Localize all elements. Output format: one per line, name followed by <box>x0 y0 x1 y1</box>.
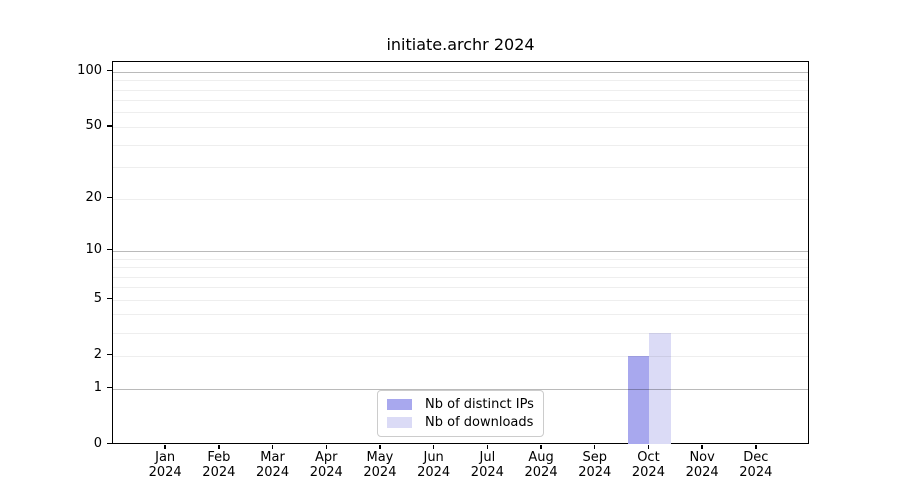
y-tick-label: 100 <box>77 62 102 78</box>
x-tick-label-jul: Jul 2024 <box>470 449 504 480</box>
x-tick-label-apr: Apr 2024 <box>309 449 343 480</box>
bar-downloads-oct <box>649 332 671 445</box>
x-tick-mark-may <box>379 444 381 449</box>
x-tick-mark-aug <box>540 444 542 449</box>
x-tick-label-may: May 2024 <box>363 449 397 480</box>
bar-distinct-ips-oct <box>627 355 650 445</box>
y-gridline-minor <box>113 287 808 289</box>
y-tick-label: 10 <box>85 241 102 257</box>
x-tick-label-jun: Jun 2024 <box>417 449 451 480</box>
y-gridline-minor <box>113 276 808 278</box>
x-tick-mark-jun <box>432 444 435 449</box>
y-gridline-major <box>113 250 808 252</box>
x-tick-mark-nov <box>701 444 703 449</box>
y-tick-mark <box>107 354 112 356</box>
y-gridline-minor <box>113 299 808 301</box>
y-tick-mark <box>107 249 112 251</box>
y-tick-label: 50 <box>85 117 102 133</box>
x-tick-label-feb: Feb 2024 <box>202 449 236 480</box>
legend-label-distinct-ips: Nb of distinct IPs <box>425 397 534 412</box>
x-tick-label-nov: Nov 2024 <box>685 449 719 480</box>
y-gridline-minor <box>113 332 808 334</box>
y-gridline-minor <box>113 80 808 82</box>
legend-swatch-downloads <box>387 417 412 428</box>
x-tick-mark-jan <box>164 444 166 449</box>
y-tick-mark <box>107 125 112 127</box>
y-gridline-minor <box>113 144 808 146</box>
legend: Nb of distinct IPs Nb of downloads <box>377 390 544 437</box>
x-tick-mark-oct <box>647 444 650 449</box>
x-tick-label-oct: Oct 2024 <box>631 449 665 480</box>
x-tick-mark-jul <box>486 444 489 449</box>
y-gridline-minor <box>113 100 808 102</box>
y-tick-mark <box>107 386 112 389</box>
x-tick-mark-apr <box>325 444 327 449</box>
y-gridline-minor <box>113 112 808 114</box>
legend-label-downloads: Nb of downloads <box>425 415 534 430</box>
x-tick-label-mar: Mar 2024 <box>256 449 290 480</box>
y-gridline-minor <box>113 355 808 357</box>
plot-area <box>112 61 809 445</box>
y-gridline-minor <box>113 126 808 128</box>
y-gridline-major <box>113 71 808 73</box>
y-tick-mark <box>107 298 112 300</box>
y-gridline-minor <box>113 267 808 268</box>
x-tick-label-sep: Sep 2024 <box>578 449 612 480</box>
legend-item-distinct-ips: Nb of distinct IPs <box>387 397 534 412</box>
y-tick-label: 2 <box>93 346 102 362</box>
y-tick-label: 1 <box>93 379 102 395</box>
x-tick-label-aug: Aug 2024 <box>524 449 558 480</box>
y-gridline-minor <box>113 198 808 200</box>
y-gridline-minor <box>113 258 808 260</box>
y-tick-mark <box>107 196 112 199</box>
y-gridline-minor <box>113 167 808 169</box>
y-gridline-major <box>113 388 808 390</box>
x-tick-mark-sep <box>594 444 596 449</box>
legend-item-downloads: Nb of downloads <box>387 415 533 430</box>
y-tick-label: 5 <box>93 290 102 306</box>
x-tick-mark-mar <box>271 444 274 449</box>
legend-swatch-distinct-ips <box>387 399 412 410</box>
x-tick-label-dec: Dec 2024 <box>739 449 773 480</box>
chart-title: initiate.archr 2024 <box>386 35 535 54</box>
x-tick-mark-feb <box>218 444 220 449</box>
y-gridline-minor <box>113 89 808 91</box>
y-gridline-minor <box>113 314 808 316</box>
y-tick-label: 0 <box>93 435 102 451</box>
y-tick-mark <box>107 442 112 445</box>
y-tick-label: 20 <box>85 189 102 205</box>
x-tick-mark-dec <box>755 444 757 449</box>
x-tick-label-jan: Jan 2024 <box>148 449 182 480</box>
y-tick-mark <box>107 69 112 72</box>
